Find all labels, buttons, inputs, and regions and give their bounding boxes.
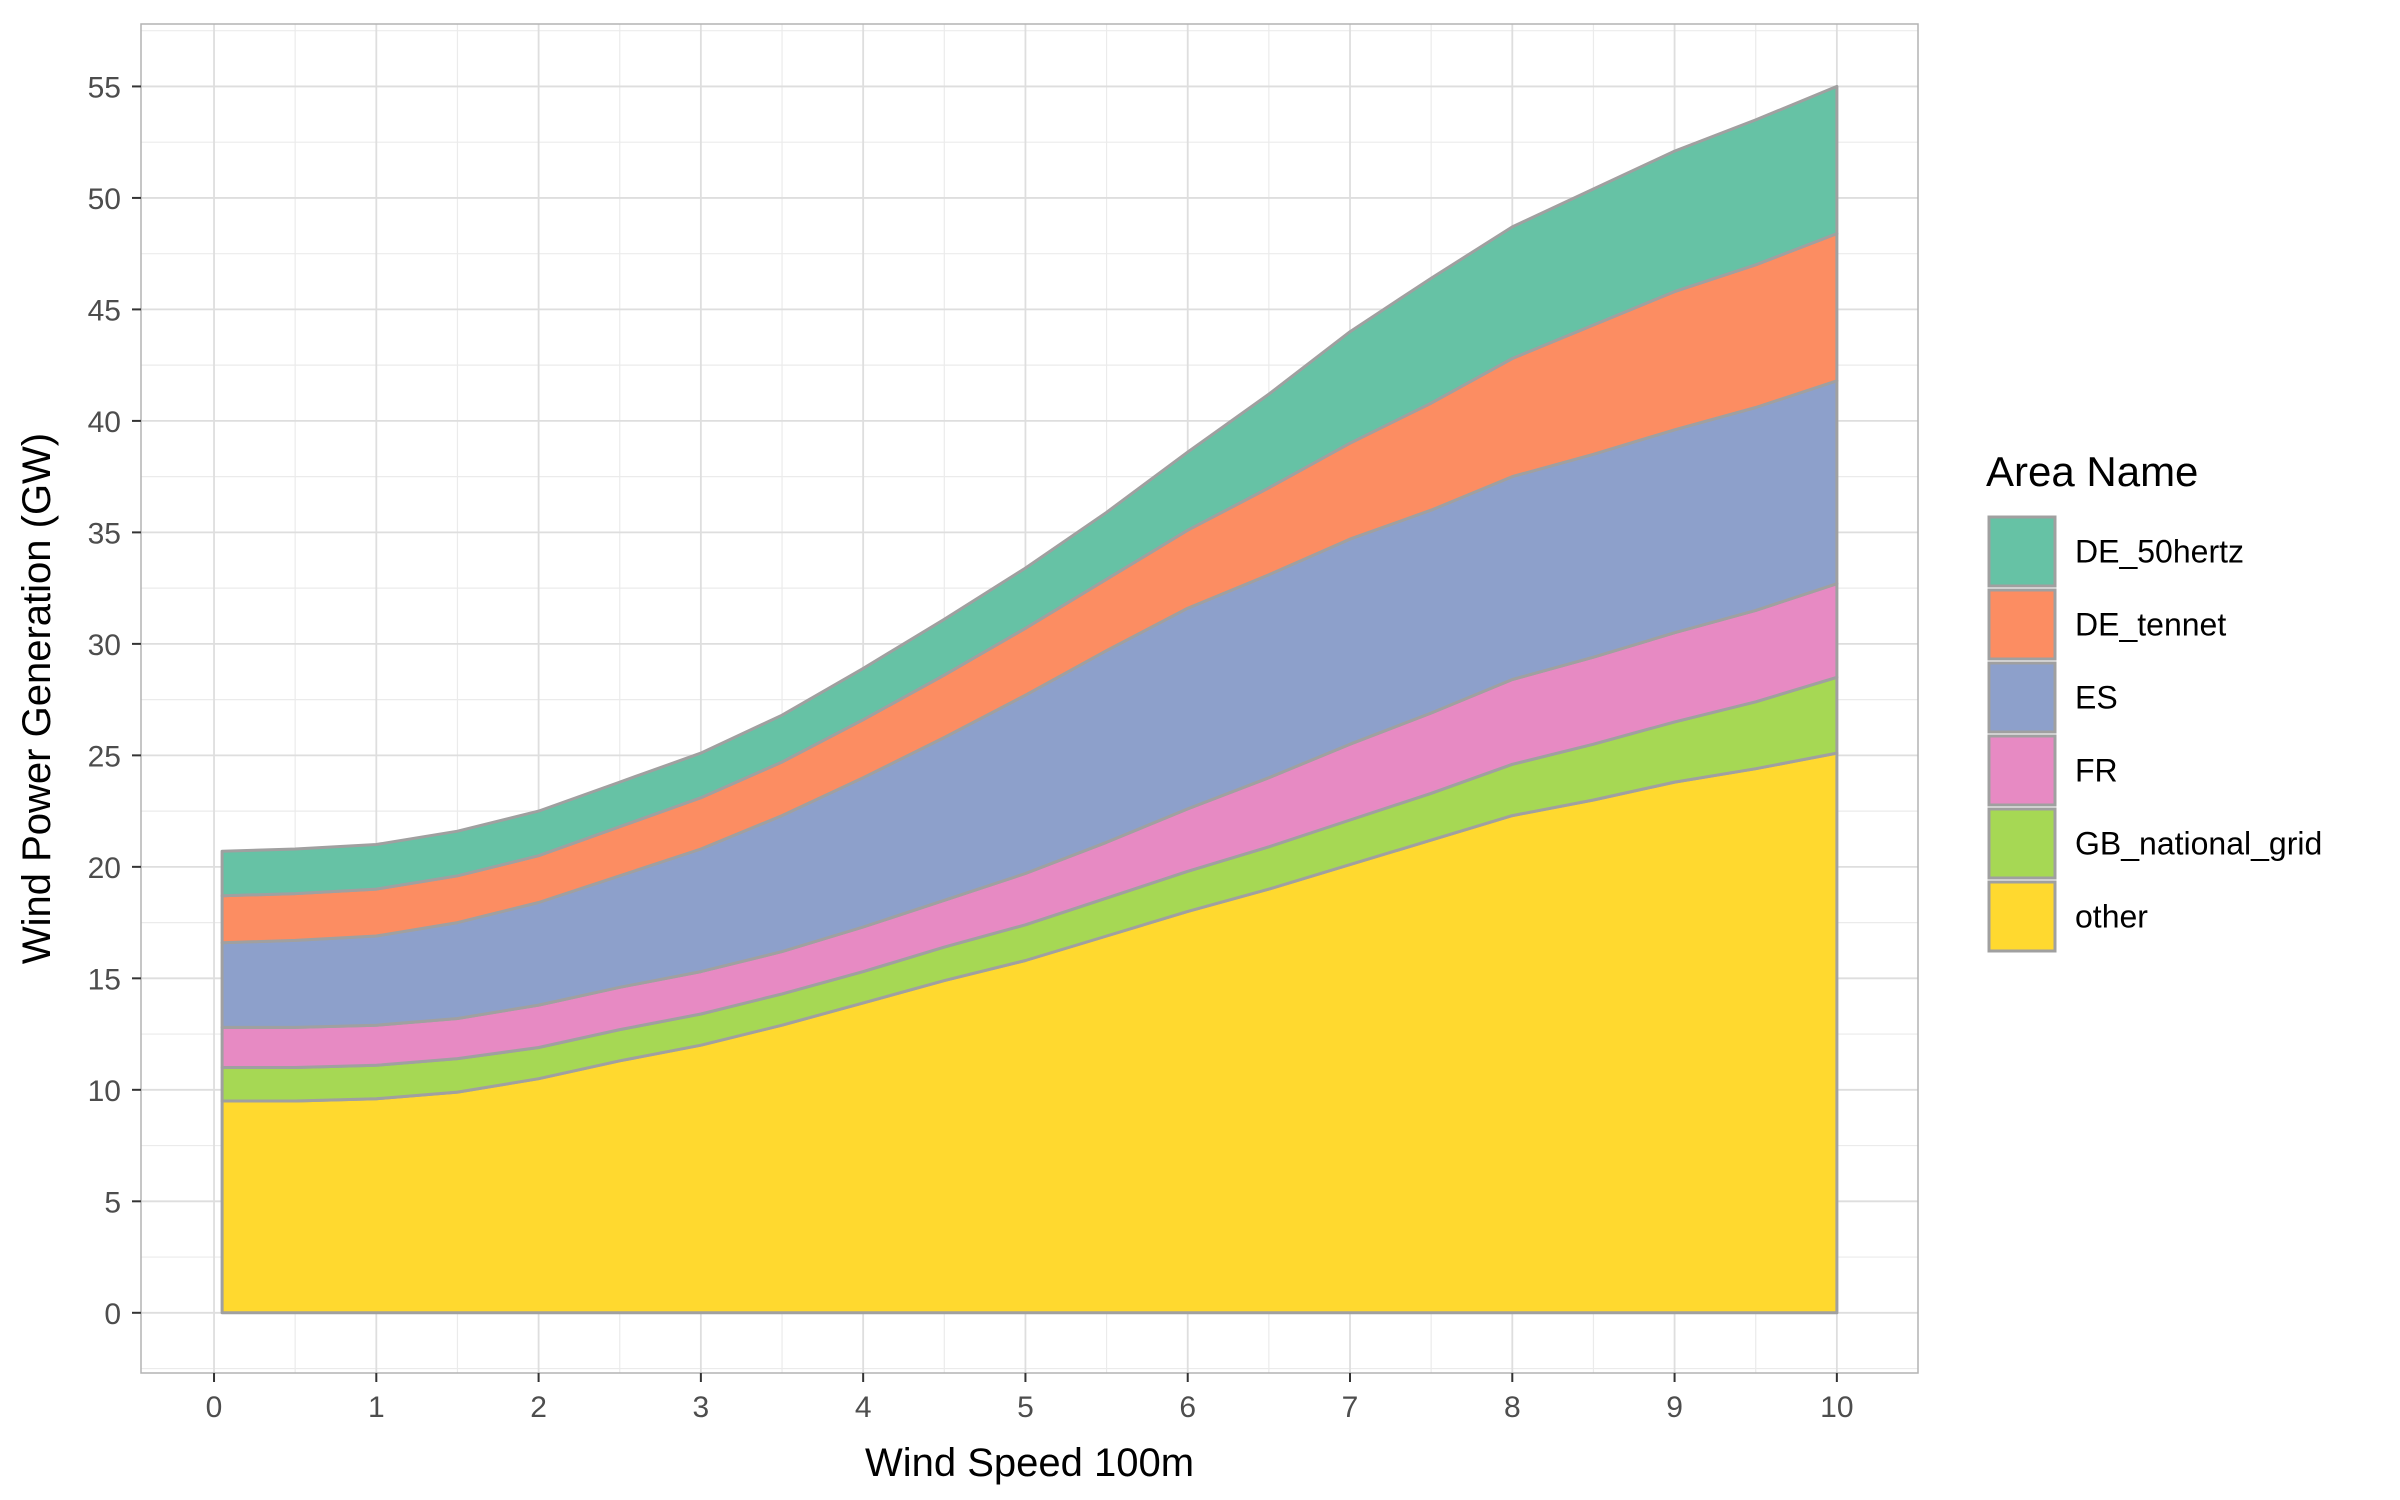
y-tick-label: 35 (88, 517, 121, 550)
y-tick-label: 5 (104, 1186, 121, 1219)
y-tick-label: 50 (88, 183, 121, 216)
y-tick-label: 10 (88, 1075, 121, 1108)
panel-border (140, 23, 1919, 1374)
legend-swatch-de-tennet (1987, 588, 2057, 661)
x-tick-label: 1 (368, 1391, 385, 1424)
legend-label-gb-national-grid: GB_national_grid (2075, 826, 2322, 862)
legend-swatch-de-50hertz (1987, 515, 2057, 588)
legend-title: Area Name (1986, 448, 2198, 495)
y-tick-label: 55 (88, 71, 121, 104)
x-axis-title: Wind Speed 100m (865, 1441, 1194, 1485)
y-tick-label: 45 (88, 294, 121, 327)
y-axis-title: Wind Power Generation (GW) (15, 433, 59, 964)
x-tick-label: 4 (855, 1391, 872, 1424)
legend-label-fr: FR (2075, 753, 2118, 789)
y-tick-label: 30 (88, 629, 121, 662)
legend-label-de-50hertz: DE_50hertz (2075, 534, 2244, 570)
x-tick-label: 0 (206, 1391, 223, 1424)
x-tick-label: 10 (1820, 1391, 1853, 1424)
y-tick-label: 0 (104, 1298, 121, 1331)
y-tick-label: 20 (88, 852, 121, 885)
x-tick-label: 9 (1666, 1391, 1683, 1424)
legend: Area Name DE_50hertz DE_tennet ES FR GB_nati… (1986, 448, 2322, 953)
x-tick-label: 7 (1342, 1391, 1359, 1424)
stacked-areas (220, 84, 1839, 1315)
y-tick-label: 40 (88, 406, 121, 439)
x-tick-label: 8 (1504, 1391, 1521, 1424)
legend-label-de-tennet: DE_tennet (2075, 607, 2226, 643)
area-de-50hertz (220, 84, 1839, 898)
x-tick-label: 5 (1017, 1391, 1034, 1424)
x-tick-label: 2 (530, 1391, 547, 1424)
legend-label-es: ES (2075, 680, 2118, 716)
legend-swatch-es (1987, 661, 2057, 734)
legend-label-other: other (2075, 899, 2148, 935)
y-tick-label: 15 (88, 963, 121, 996)
y-tick-label: 25 (88, 740, 121, 773)
x-tick-label: 3 (693, 1391, 710, 1424)
x-tick-label: 6 (1179, 1391, 1196, 1424)
legend-swatch-other (1987, 880, 2057, 953)
legend-swatch-gb-national-grid (1987, 807, 2057, 880)
legend-swatch-fr (1987, 734, 2057, 807)
